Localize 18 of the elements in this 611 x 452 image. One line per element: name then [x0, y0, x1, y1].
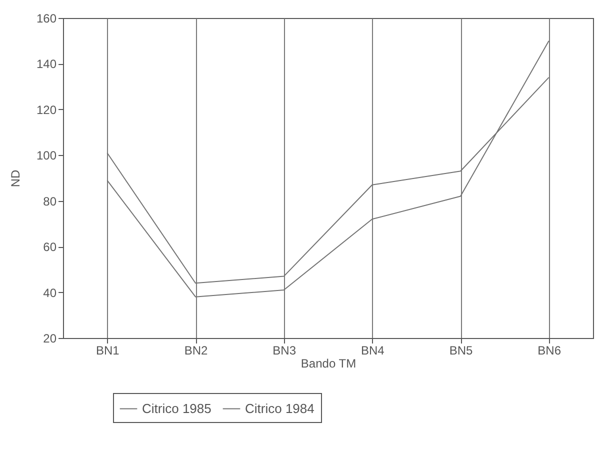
- x-tick-label: BN6: [538, 344, 562, 358]
- y-tick-label: 40: [43, 286, 57, 300]
- y-axis-title: ND: [8, 170, 22, 188]
- y-tick-label: 80: [43, 194, 57, 208]
- x-tick-label: BN1: [96, 344, 120, 358]
- y-tick-label: 20: [43, 332, 57, 346]
- x-tick-label: BN3: [272, 344, 296, 358]
- y-tick-label: 120: [36, 102, 57, 117]
- x-tick-label: BN5: [449, 344, 473, 358]
- y-tick-label: 60: [43, 240, 57, 254]
- x-tick-label: BN4: [360, 344, 385, 358]
- y-tick-label: 100: [36, 148, 57, 163]
- x-axis-title: Bando TM: [300, 356, 356, 370]
- legend-label: Citrico 1985: [142, 400, 212, 416]
- legend-label: Citrico 1984: [245, 400, 314, 416]
- y-tick-label: 140: [36, 57, 57, 72]
- y-tick-label: 160: [36, 12, 57, 26]
- x-tick-label: BN2: [184, 344, 208, 358]
